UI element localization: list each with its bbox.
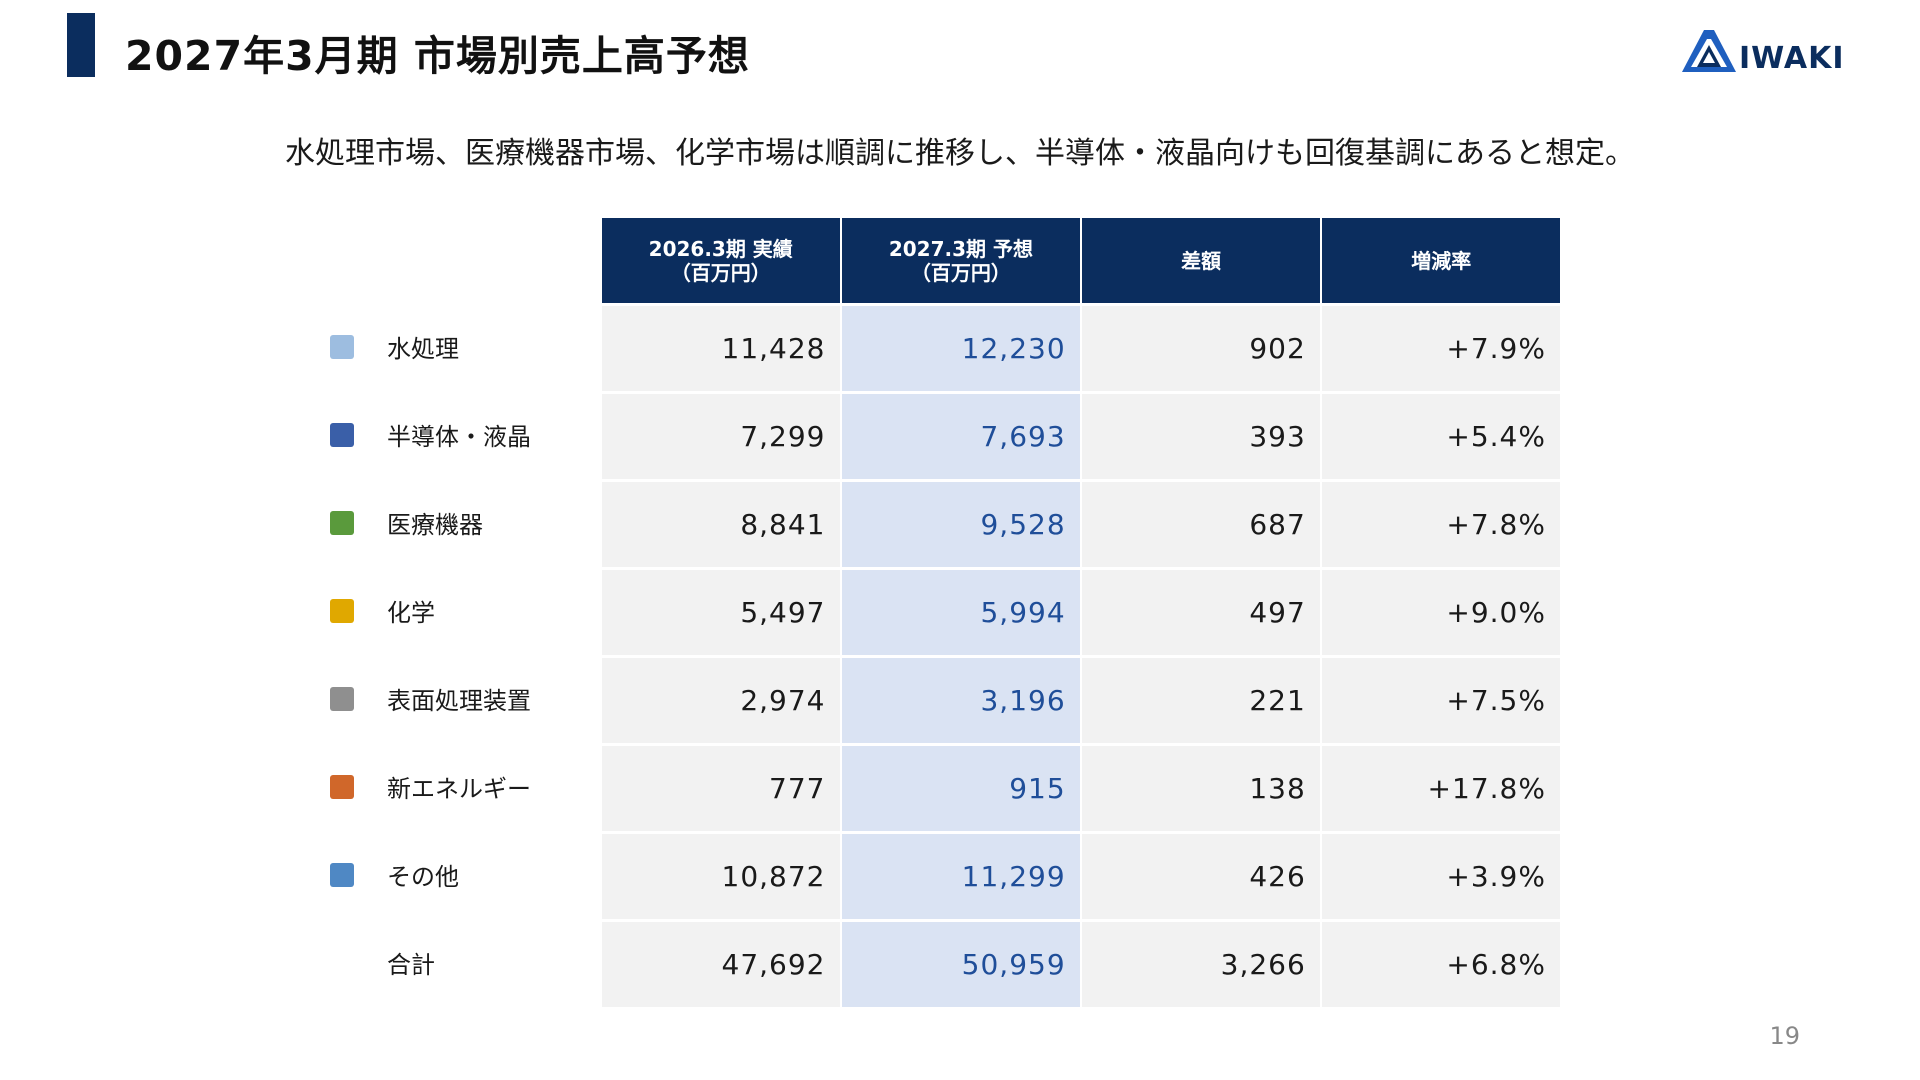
header-forecast-line1: 2027.3期 予想	[888, 236, 1033, 261]
table-header-row: 2026.3期 実績 （百万円） 2027.3期 予想 （百万円） 差額 増減率	[602, 218, 1560, 303]
header-actual-line2: （百万円）	[670, 260, 771, 285]
table-row: 47,692 50,959 3,266 +6.8%	[602, 922, 1560, 1007]
cell-forecast: 50,959	[842, 922, 1080, 1007]
legend-swatch	[330, 423, 354, 447]
legend-swatch	[330, 599, 354, 623]
cell-difference: 687	[1082, 482, 1320, 567]
row-label: その他	[330, 833, 590, 921]
cell-difference: 497	[1082, 570, 1320, 655]
sales-forecast-table: 2026.3期 実績 （百万円） 2027.3期 予想 （百万円） 差額 増減率…	[602, 218, 1560, 1010]
logo-wordmark: IWAKI	[1739, 41, 1845, 76]
header-growth-rate: 増減率	[1322, 218, 1560, 303]
cell-difference: 221	[1082, 658, 1320, 743]
header-difference-label: 差額	[1181, 248, 1222, 273]
cell-actual: 11,428	[602, 306, 840, 391]
table-row: 7,299 7,693 393 +5.4%	[602, 394, 1560, 479]
table-row: 11,428 12,230 902 +7.9%	[602, 306, 1560, 391]
row-label: 水処理	[330, 305, 590, 393]
cell-growth-rate: +7.8%	[1322, 482, 1560, 567]
cell-difference: 426	[1082, 834, 1320, 919]
cell-actual: 7,299	[602, 394, 840, 479]
legend-swatch	[330, 863, 354, 887]
table-row: 8,841 9,528 687 +7.8%	[602, 482, 1560, 567]
cell-forecast: 5,994	[842, 570, 1080, 655]
cell-forecast: 12,230	[842, 306, 1080, 391]
row-label: 表面処理装置	[330, 657, 590, 745]
cell-difference: 3,266	[1082, 922, 1320, 1007]
cell-actual: 777	[602, 746, 840, 831]
cell-forecast: 915	[842, 746, 1080, 831]
header-forecast: 2027.3期 予想 （百万円）	[842, 218, 1080, 303]
cell-actual: 2,974	[602, 658, 840, 743]
cell-growth-rate: +9.0%	[1322, 570, 1560, 655]
row-label: 新エネルギー	[330, 745, 590, 833]
cell-actual: 8,841	[602, 482, 840, 567]
row-label-text: 表面処理装置	[387, 687, 531, 715]
cell-growth-rate: +6.8%	[1322, 922, 1560, 1007]
cell-forecast: 3,196	[842, 658, 1080, 743]
legend-swatch	[330, 335, 354, 359]
row-label-text: 半導体・液晶	[387, 423, 531, 451]
cell-growth-rate: +17.8%	[1322, 746, 1560, 831]
cell-growth-rate: +3.9%	[1322, 834, 1560, 919]
row-label: 医療機器	[330, 481, 590, 569]
legend-swatch	[330, 775, 354, 799]
row-label: 合計	[330, 921, 590, 1009]
row-label-text: 新エネルギー	[387, 775, 531, 803]
table-body: 11,428 12,230 902 +7.9% 7,299 7,693 393 +5.4% 8,…	[602, 306, 1560, 1007]
table-row: 777 915 138 +17.8%	[602, 746, 1560, 831]
cell-forecast: 7,693	[842, 394, 1080, 479]
summary-text: 水処理市場、医療機器市場、化学市場は順調に推移し、半導体・液晶向けも回復基調にあ…	[285, 136, 1635, 171]
legend-swatch	[330, 687, 354, 711]
header-difference: 差額	[1082, 218, 1320, 303]
page-title: 2027年3月期 市場別売上高予想	[125, 32, 750, 80]
cell-actual: 5,497	[602, 570, 840, 655]
iwaki-logo: IWAKI	[1680, 28, 1866, 78]
table-row: 10,872 11,299 426 +3.9%	[602, 834, 1560, 919]
legend-swatch	[330, 511, 354, 535]
cell-growth-rate: +7.5%	[1322, 658, 1560, 743]
row-label-text: 合計	[387, 951, 435, 979]
title-accent-bar	[67, 13, 95, 77]
row-label: 半導体・液晶	[330, 393, 590, 481]
header-forecast-line2: （百万円）	[910, 260, 1011, 285]
row-label-text: その他	[387, 863, 459, 891]
row-label-text: 水処理	[387, 335, 459, 363]
header-actual: 2026.3期 実績 （百万円）	[602, 218, 840, 303]
cell-growth-rate: +5.4%	[1322, 394, 1560, 479]
table-row: 5,497 5,994 497 +9.0%	[602, 570, 1560, 655]
cell-actual: 47,692	[602, 922, 840, 1007]
row-label: 化学	[330, 569, 590, 657]
cell-difference: 393	[1082, 394, 1320, 479]
cell-difference: 138	[1082, 746, 1320, 831]
header-growth-rate-label: 増減率	[1411, 248, 1472, 273]
logo-mark-icon	[1682, 30, 1736, 72]
cell-forecast: 9,528	[842, 482, 1080, 567]
row-label-text: 化学	[387, 599, 435, 627]
cell-forecast: 11,299	[842, 834, 1080, 919]
header-actual-line1: 2026.3期 実績	[648, 236, 793, 261]
cell-growth-rate: +7.9%	[1322, 306, 1560, 391]
table-row: 2,974 3,196 221 +7.5%	[602, 658, 1560, 743]
page-number: 19	[1769, 1022, 1800, 1050]
cell-actual: 10,872	[602, 834, 840, 919]
row-label-text: 医療機器	[387, 511, 483, 539]
cell-difference: 902	[1082, 306, 1320, 391]
